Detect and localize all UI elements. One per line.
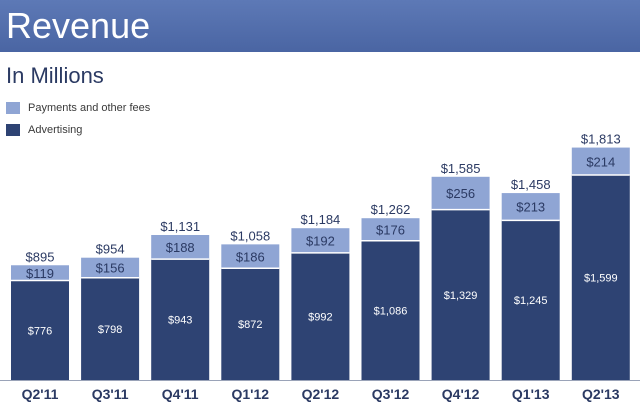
- data-label-total: $1,131: [160, 219, 200, 234]
- x-tick-label: Q4'11: [162, 386, 199, 402]
- bar-payments: [571, 147, 630, 176]
- data-label-advertising: $943: [168, 315, 192, 327]
- bar-advertising: [151, 259, 210, 380]
- bar-payments: [291, 228, 350, 253]
- bar-payments: [221, 244, 280, 269]
- data-label-payments: $214: [586, 154, 615, 169]
- data-label-total: $1,184: [301, 212, 341, 227]
- x-tick-label: Q4'12: [442, 386, 480, 402]
- data-label-advertising: $1,599: [584, 273, 618, 285]
- data-label-advertising: $776: [28, 325, 52, 337]
- x-tick-label: Q2'13: [582, 386, 620, 402]
- data-label-payments: $192: [306, 234, 335, 249]
- bar-payments: [11, 265, 69, 281]
- data-label-total: $1,058: [230, 228, 270, 243]
- legend-label-advertising: Advertising: [28, 124, 83, 136]
- data-label-advertising: $1,329: [444, 290, 478, 302]
- x-tick-label: Q3'12: [372, 386, 410, 402]
- data-label-total: $895: [26, 249, 55, 264]
- data-label-advertising: $1,086: [374, 305, 408, 317]
- data-label-advertising: $872: [238, 319, 262, 331]
- data-label-total: $1,458: [511, 177, 551, 192]
- bar-advertising: [501, 220, 560, 380]
- legend-label-payments: Payments and other fees: [28, 102, 151, 114]
- bar-advertising: [431, 209, 490, 380]
- bar-payments: [81, 257, 140, 278]
- x-tick-label: Q1'12: [232, 386, 270, 402]
- bar-advertising: [221, 268, 280, 380]
- data-label-advertising: $992: [308, 311, 332, 323]
- legend-item-payments: Payments and other fees: [6, 98, 150, 118]
- bar-advertising: [361, 240, 420, 380]
- x-tick-label: Q3'11: [92, 386, 129, 402]
- data-label-advertising: $1,245: [514, 295, 548, 307]
- data-label-total: $1,262: [371, 202, 411, 217]
- bar-payments: [501, 193, 560, 221]
- x-tick-label: Q2'11: [22, 386, 59, 402]
- data-label-payments: $186: [236, 249, 265, 264]
- chart-subtitle: In Millions: [6, 63, 104, 88]
- data-label-payments: $156: [96, 261, 125, 276]
- data-label-payments: $213: [516, 200, 545, 215]
- bar-advertising: [11, 280, 69, 380]
- x-tick-label: Q1'13: [512, 386, 550, 402]
- data-label-payments: $256: [446, 186, 475, 201]
- bar-advertising: [291, 252, 350, 380]
- data-label-payments: $176: [376, 222, 405, 237]
- bar-advertising: [571, 175, 630, 380]
- legend-swatch-payments: [6, 102, 20, 114]
- x-tick-label: Q2'12: [302, 386, 340, 402]
- bar-payments: [361, 218, 420, 241]
- data-label-payments: $188: [166, 240, 195, 255]
- header-bar: Revenue: [0, 0, 640, 52]
- chart-legend: Payments and other fees Advertising: [6, 98, 150, 142]
- bar-payments: [431, 176, 490, 210]
- bar-advertising: [81, 277, 140, 380]
- legend-item-advertising: Advertising: [6, 120, 150, 140]
- bar-payments: [151, 235, 210, 260]
- data-label-total: $1,813: [581, 132, 621, 147]
- page-title: Revenue: [6, 5, 151, 46]
- legend-swatch-advertising: [6, 124, 20, 136]
- data-label-payments: $119: [26, 266, 54, 281]
- data-label-advertising: $798: [98, 324, 122, 336]
- data-label-total: $954: [96, 242, 125, 257]
- data-label-total: $1,585: [441, 161, 481, 176]
